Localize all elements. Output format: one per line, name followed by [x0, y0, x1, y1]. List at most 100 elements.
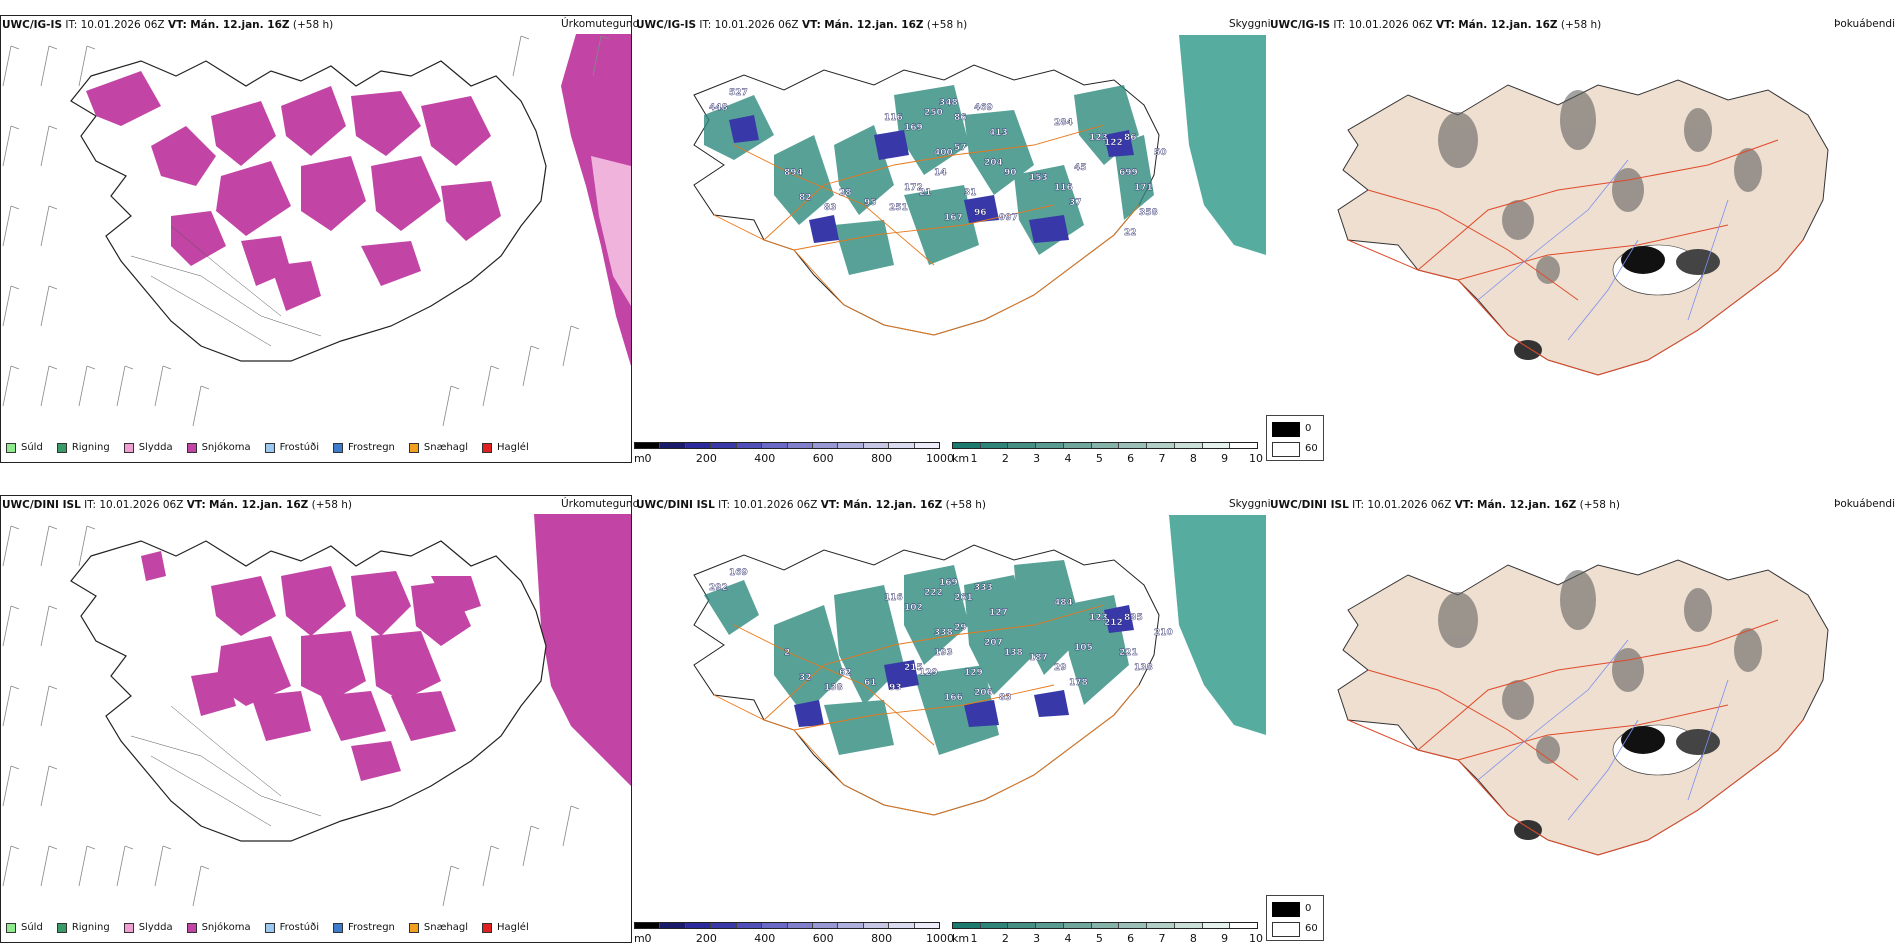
- colorbar-cell: [1174, 923, 1203, 928]
- cloud-base-label: 105: [1074, 643, 1093, 653]
- cloud-base-label: 123: [1089, 133, 1108, 143]
- colorbar-cell: [980, 923, 1009, 928]
- colorbar-tick-label: 7: [1158, 452, 1166, 465]
- fog-legend: 0 60: [1266, 415, 1324, 461]
- cloud-base-label: 102: [904, 603, 923, 613]
- colorbar-cell: [736, 923, 763, 928]
- wind-barbs: [2, 525, 580, 907]
- colorbar-cell: [838, 443, 864, 448]
- row2-cloud-panel: UWC/DINI ISL IT: 10.01.2026 06Z VT: Mán.…: [634, 480, 1324, 950]
- fog-high-swatch: [1272, 422, 1300, 437]
- colorbar-cell: [1119, 923, 1148, 928]
- colorbar-tick-label: 1000: [926, 932, 954, 945]
- cloud-base-label: 210: [1154, 628, 1173, 638]
- colorbar-cell: [812, 443, 839, 448]
- colorbar-tick-label: 10: [1249, 932, 1263, 945]
- legend-item-frostudi: Frostúði: [264, 442, 319, 453]
- precip-map-svg: [2, 514, 631, 907]
- cloud-base-label: 86: [1124, 133, 1137, 143]
- wind-barbs: [2, 35, 610, 427]
- snow-areas: [86, 71, 501, 311]
- cloud-base-label: 250: [924, 108, 943, 118]
- cloud-title: Skyggni: [1229, 18, 1271, 30]
- cloud-base-label: 95: [864, 198, 877, 208]
- cloud-base-label: 171: [1134, 183, 1153, 193]
- colorbar-cell: [914, 443, 940, 448]
- cloud-base-label: 129: [964, 668, 983, 678]
- cloud-base-label: 527: [729, 88, 748, 98]
- colorbar-cell: [1174, 443, 1203, 448]
- row1-fog-panel: UWC/IG-IS IT: 10.01.2026 06Z VT: Mán. 12…: [1268, 0, 1900, 470]
- colorbar-tick-label: 4: [1064, 932, 1072, 945]
- cloud-base-label: 138: [824, 683, 843, 693]
- cloud-base-label: 261: [954, 593, 973, 603]
- cloud-title: Skyggni: [1229, 498, 1271, 510]
- panel-header: UWC/DINI ISL IT: 10.01.2026 06Z VT: Mán.…: [1270, 499, 1620, 511]
- fog-map-svg: [1337, 559, 1829, 856]
- cloud-base-label: 413: [989, 128, 1008, 138]
- colorbar-cell: [980, 443, 1009, 448]
- colorbar-cell: [711, 443, 737, 448]
- colorbar-cell: [863, 443, 890, 448]
- colorbar-tick-label: 800: [871, 452, 893, 465]
- cloud-base-label: 166: [944, 693, 963, 703]
- road-network: [713, 604, 1140, 816]
- colorbar-cell: [635, 923, 661, 928]
- colorbar-tick-label: 8: [1189, 452, 1197, 465]
- precip-type-legend: Súld Rigning Slydda Snjókoma Frostúði Fr…: [6, 922, 543, 933]
- row1-cloud-panel: UWC/IG-IS IT: 10.01.2026 06Z VT: Mán. 12…: [634, 0, 1324, 470]
- colorbar-tick-label: 800: [871, 932, 893, 945]
- fog-low-label: 60: [1305, 923, 1318, 934]
- cloud-base-label: 127: [989, 608, 1008, 618]
- fog-high-label: 0: [1305, 903, 1312, 914]
- cloud-base-label: 138: [1134, 663, 1153, 673]
- fog-legend: 0 60: [1266, 895, 1324, 941]
- colorbar-cell: [953, 923, 981, 928]
- colorbar-cell: [1063, 443, 1092, 448]
- fog-map: [1308, 520, 1888, 910]
- colorbar-cell: [1008, 443, 1037, 448]
- cloud-base-label: 222: [924, 588, 943, 598]
- precip-type-title: Úrkomutegund: [561, 498, 640, 510]
- colorbar-tick-label: 6: [1127, 932, 1135, 945]
- cloud-base-label: 93: [889, 683, 902, 693]
- colorbar-tick-label: 1: [970, 452, 978, 465]
- rivers: [1477, 159, 1729, 341]
- cloud-map: 292 169 2 32 138 62 61 93 215 129 193 129 166 206 83 20…: [634, 505, 1266, 915]
- road-network: [1347, 619, 1804, 856]
- colorbar-cell: [863, 923, 890, 928]
- colorbar-cell: [1119, 443, 1148, 448]
- colorbar-tick-label: 10: [1249, 452, 1263, 465]
- panel-header: UWC/DINI ISL IT: 10.01.2026 06Z VT: Mán.…: [636, 499, 986, 511]
- colorbar-cell: [685, 923, 712, 928]
- colorbar-cell: [1147, 443, 1175, 448]
- cloud-base-label: 2: [784, 648, 790, 658]
- cloud-base-label: 338: [934, 628, 953, 638]
- precip-type-map: [0, 495, 632, 943]
- panel-header: UWC/IG-IS IT: 10.01.2026 06Z VT: Mán. 12…: [636, 19, 968, 31]
- legend-item-haglel: Haglél: [482, 442, 529, 453]
- cloud-base-label: 400: [934, 148, 953, 158]
- snow-areas: [141, 551, 481, 781]
- visibility-areas: [704, 560, 1129, 755]
- colorbar-tick-label: 1: [970, 932, 978, 945]
- cloud-base-label: 212: [1104, 618, 1123, 628]
- row2-fog-panel: UWC/DINI ISL IT: 10.01.2026 06Z VT: Mán.…: [1268, 480, 1900, 950]
- colorbar-cell: [1036, 443, 1064, 448]
- cloud-base-label: 169: [729, 568, 748, 578]
- colorbar-tick-label: 2: [1001, 452, 1009, 465]
- cloud-base-label: 96: [974, 208, 987, 218]
- colorbar-cell: [1202, 443, 1231, 448]
- rivers: [1477, 639, 1729, 821]
- road-network: [713, 124, 1140, 336]
- cloud-base-label: 358: [1139, 208, 1158, 218]
- cloud-base-label: 169: [904, 123, 923, 133]
- cloud-base-label: 215: [904, 663, 923, 673]
- cloud-base-label: 116: [884, 593, 903, 603]
- colorbar-cell: [1230, 923, 1258, 928]
- cloud-base-label: 62: [839, 668, 852, 678]
- colorbar-tick-label: 3: [1033, 932, 1041, 945]
- legend-item-rigning: Rigning: [56, 442, 110, 453]
- cloud-base-label: 153: [1029, 173, 1048, 183]
